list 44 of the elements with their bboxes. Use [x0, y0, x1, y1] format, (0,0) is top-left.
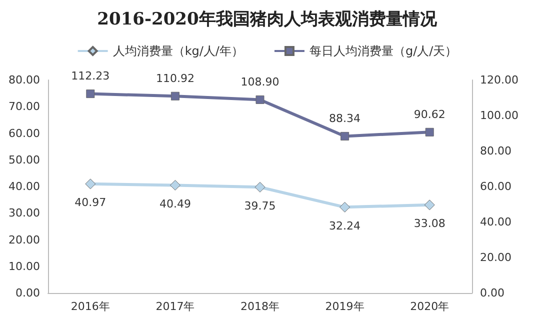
point	[86, 90, 95, 98]
x-tick-label: 2020年	[410, 300, 450, 313]
y-tick-label: 40.00	[8, 180, 40, 193]
chart-title: 2016-2020年我国猪肉人均表观消费量情况	[97, 10, 438, 30]
point	[254, 182, 266, 192]
y2-tick-label: 0.00	[480, 286, 504, 300]
y2-tick-label: 100.00	[480, 109, 518, 122]
x-tick-label: 2017年	[156, 300, 195, 313]
y-tick-label: 70.00	[8, 100, 40, 114]
point	[85, 178, 96, 190]
point	[340, 132, 350, 140]
data-label: 108.90	[240, 75, 280, 88]
y-tick-label: 0.00	[16, 286, 40, 300]
y2-tick-label: 80.00	[480, 144, 512, 158]
data-label: 112.23	[71, 70, 110, 83]
y2-tick-label: 60.00	[480, 180, 512, 193]
data-label: 40.49	[159, 197, 191, 210]
point	[424, 200, 435, 210]
point	[425, 128, 434, 136]
point	[170, 180, 180, 190]
y-tick-label: 20.00	[8, 233, 40, 246]
legend-label: 人均消费量（kg/人/年）	[112, 44, 244, 58]
x-tick-label: 2018年	[240, 300, 280, 313]
data-label: 88.34	[329, 112, 361, 125]
y2-tick-label: 40.00	[480, 216, 512, 228]
x-tick-label: 2016年	[70, 300, 110, 313]
y-tick-label: 80.00	[8, 74, 40, 86]
data-label: 90.62	[414, 108, 446, 121]
y-tick-label: 50.00	[8, 153, 40, 166]
y-tick-label: 10.00	[8, 260, 40, 273]
point	[256, 95, 264, 104]
data-label: 40.97	[74, 196, 106, 210]
y2-tick-label: 20.00	[480, 251, 512, 264]
data-label: 39.75	[244, 199, 276, 212]
legend-label: 每日人均消费量（g/人/天）	[309, 44, 458, 58]
y-tick-label: 30.00	[8, 206, 40, 220]
y2-tick-label: 120.00	[480, 74, 518, 86]
point	[340, 202, 350, 212]
data-label: 33.08	[414, 217, 446, 230]
point	[170, 92, 180, 100]
y-tick-label: 60.00	[8, 126, 40, 140]
data-label: 32.24	[329, 219, 361, 232]
x-tick-label: 2019年	[325, 300, 364, 313]
data-label: 110.92	[156, 72, 194, 85]
